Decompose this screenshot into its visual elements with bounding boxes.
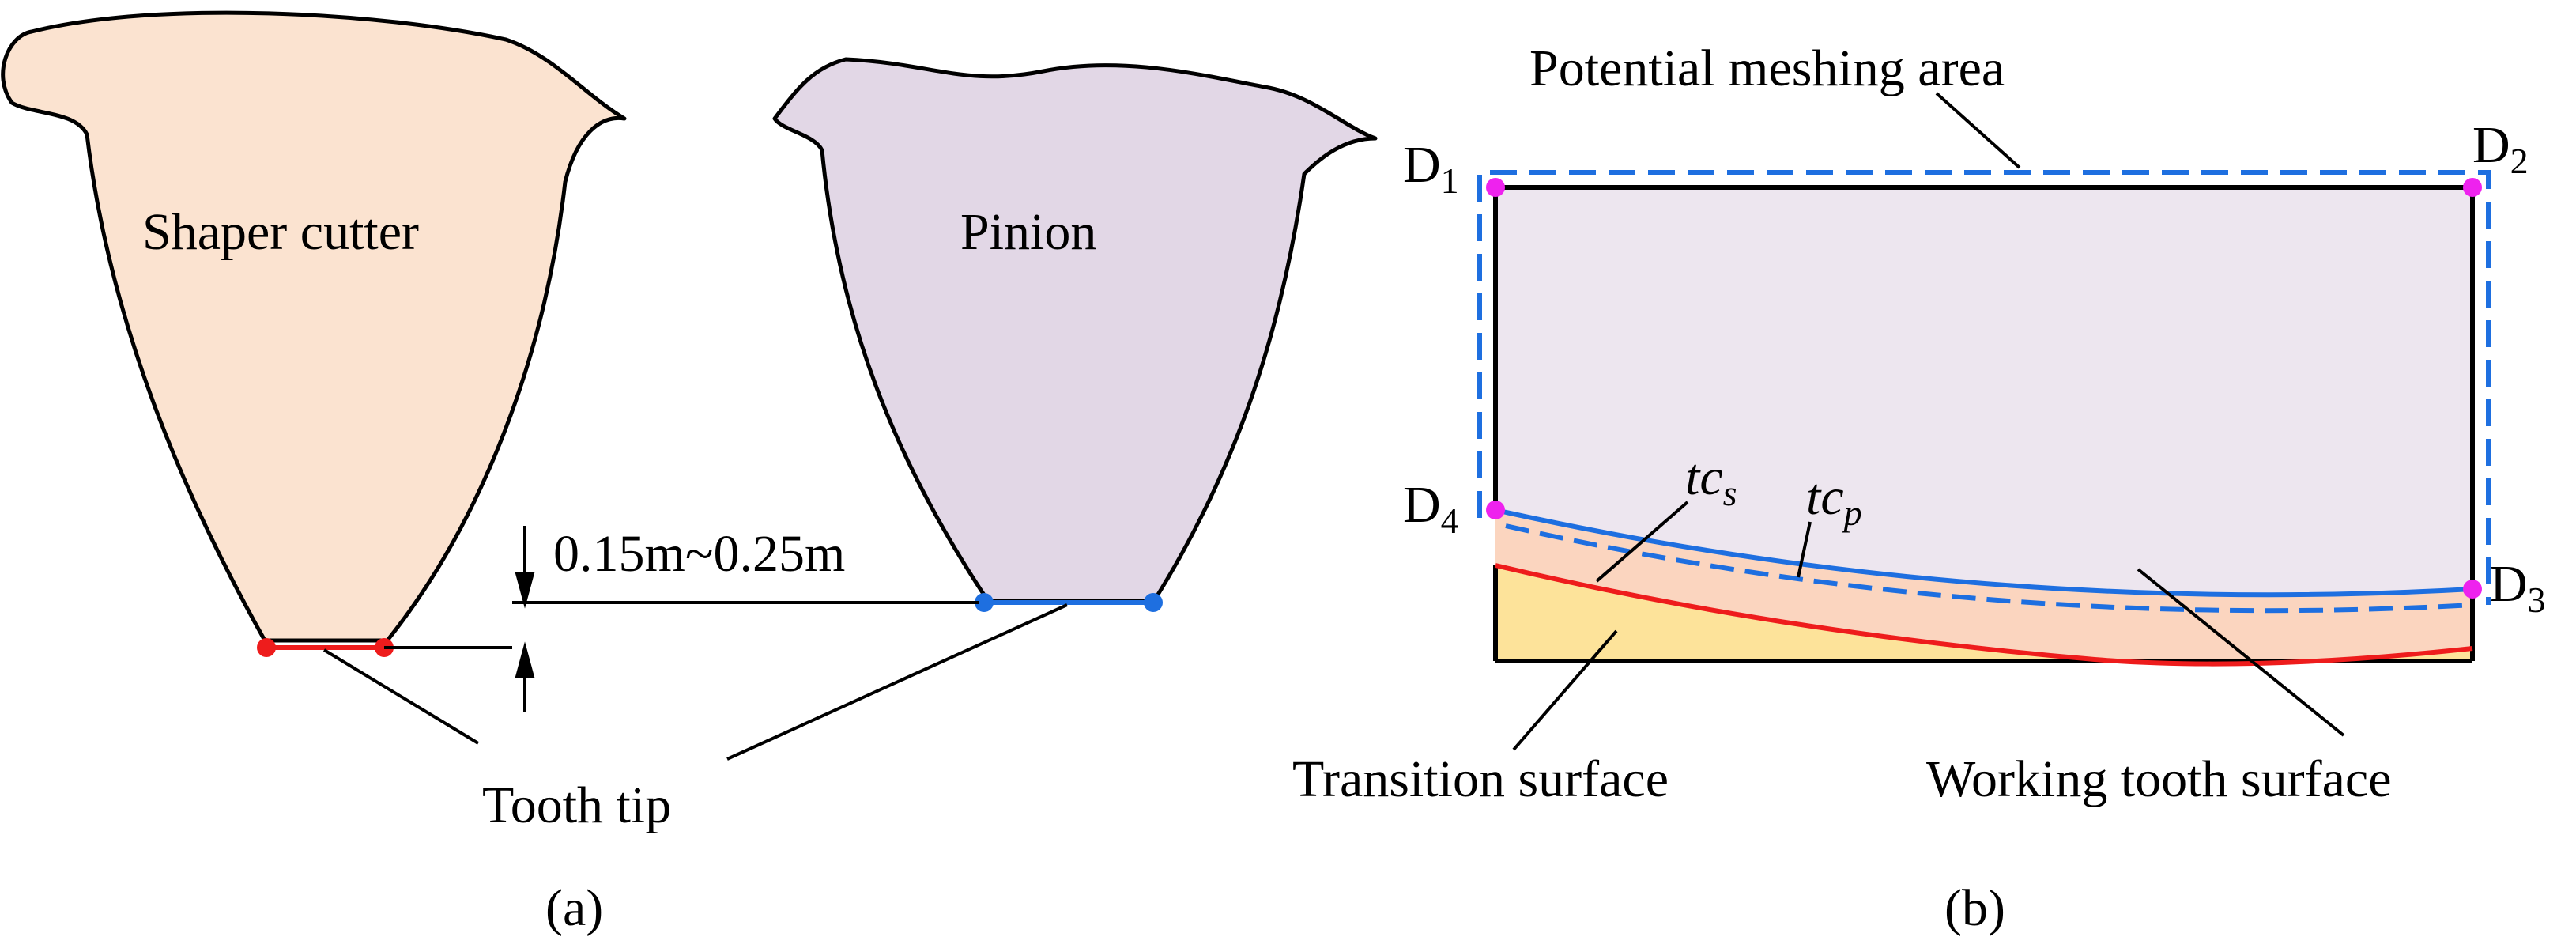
tcp-leader — [1797, 521, 1812, 578]
caption-b: (b) — [1944, 879, 2005, 937]
meshing-region-fill — [1495, 187, 2472, 595]
point-d3 — [2463, 580, 2482, 599]
panel-a: 0.15m~0.25m Shaper cutter Pinion Tooth t… — [1, 10, 1378, 937]
potential-meshing-area-boundary — [1477, 170, 2491, 605]
cutter-tip-point-left — [257, 638, 276, 657]
label-d4: D4 — [1403, 476, 1459, 541]
tooth-tip-leader-pinion — [726, 603, 1068, 761]
dimension-label: 0.15m~0.25m — [553, 525, 845, 583]
tcs-leader — [1595, 501, 1689, 583]
potential-meshing-area-label: Potential meshing area — [1529, 40, 2005, 97]
pinion-tooth — [772, 57, 1378, 603]
tcs-contact-line — [1495, 508, 2473, 598]
transition-surface-fill — [1495, 565, 2472, 664]
tooth-surface-outline — [1493, 185, 2475, 589]
potential-area-leader — [1935, 92, 2021, 169]
shaper-cutter-label: Shaper cutter — [142, 203, 419, 261]
tooth-tip-leader-cutter — [322, 648, 480, 745]
point-d2 — [2463, 178, 2482, 197]
point-d4 — [1486, 501, 1505, 519]
pinion-tip-point-left — [975, 593, 994, 612]
working-leader — [2137, 568, 2345, 737]
label-d1: D1 — [1403, 136, 1459, 201]
transition-surface-label: Transition surface — [1292, 750, 1669, 808]
transition-leader — [1512, 629, 1618, 751]
point-d1 — [1486, 178, 1505, 197]
label-d3: D3 — [2490, 555, 2546, 620]
panel-b: Potential meshing area D1 D2 D3 D4 tcs t… — [1292, 40, 2546, 937]
tooth-tip-label: Tooth tip — [482, 776, 671, 834]
pinion-label: Pinion — [960, 203, 1096, 261]
shaper-cutter-tooth — [1, 10, 627, 643]
label-d2: D2 — [2472, 116, 2529, 181]
working-surface-band — [1495, 510, 2472, 664]
transition-boundary-line — [1495, 563, 2473, 667]
working-tooth-surface-label: Working tooth surface — [1926, 750, 2392, 808]
tcp-contact-line — [1505, 523, 2473, 614]
label-tcp: tcp — [1806, 468, 1862, 533]
dimension-arrow — [515, 526, 535, 712]
label-tcs: tcs — [1685, 448, 1737, 513]
pinion-tip-point-right — [1144, 593, 1163, 612]
caption-a: (a) — [545, 879, 603, 937]
